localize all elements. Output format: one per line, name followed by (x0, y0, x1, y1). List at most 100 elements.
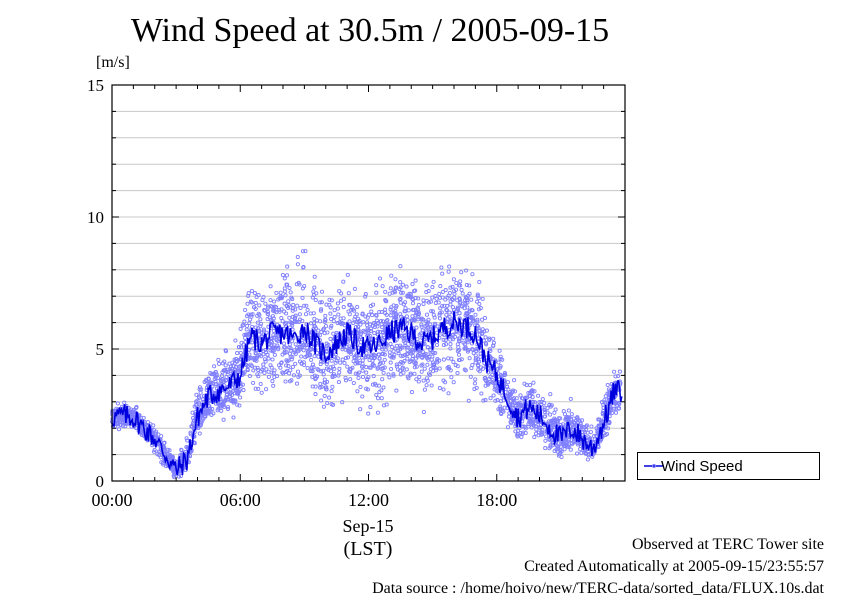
scatter-point (287, 315, 292, 320)
scatter-point (414, 377, 419, 382)
scatter-point (487, 376, 492, 381)
scatter-point (328, 369, 334, 374)
scatter-point (212, 377, 217, 382)
scatter-point (430, 295, 435, 300)
scatter-point (237, 403, 242, 408)
scatter-point (252, 291, 257, 296)
scatter-point (433, 321, 438, 326)
scatter-point (330, 364, 336, 369)
scatter-point (566, 437, 571, 442)
scatter-point (380, 319, 386, 324)
scatter-point (585, 457, 590, 462)
scatter-point (487, 337, 492, 343)
scatter-point (372, 331, 377, 336)
scatter-point (504, 384, 510, 390)
y-tick-label: 0 (96, 472, 105, 491)
scatter-point (365, 347, 370, 352)
scatter-point (167, 453, 172, 458)
scatter-point (528, 383, 533, 388)
scatter-point (502, 405, 507, 410)
scatter-point (242, 370, 247, 375)
scatter-point (347, 319, 352, 324)
scatter-point (469, 366, 474, 371)
scatter-point (528, 390, 533, 395)
scatter-point (424, 376, 429, 381)
y-tick-label: 15 (87, 76, 104, 95)
scatter-point (564, 441, 569, 446)
scatter-point (414, 364, 419, 369)
scatter-point (302, 284, 307, 289)
scatter-point (435, 360, 440, 365)
scatter-point (249, 340, 255, 345)
scatter-point (228, 364, 234, 369)
scatter-point (268, 298, 273, 303)
scatter-point (420, 355, 425, 360)
scatter-point (559, 454, 564, 460)
scatter-point (225, 406, 231, 412)
scatter-point (216, 357, 221, 362)
scatter-point (526, 422, 531, 427)
scatter-point (152, 449, 157, 454)
scatter-point (613, 374, 618, 379)
scatter-point (377, 356, 382, 361)
scatter-point (322, 319, 327, 324)
scatter-point (199, 387, 204, 392)
scatter-point (430, 354, 435, 359)
scatter-point (475, 323, 480, 328)
scatter-point (332, 308, 337, 313)
scatter-point (247, 373, 252, 379)
scatter-point (477, 359, 482, 364)
scatter-point (449, 356, 454, 361)
scatter-point (403, 306, 408, 311)
scatter-point (133, 405, 139, 411)
scatter-point (510, 406, 515, 411)
scatter-point (356, 324, 361, 329)
scatter-point (490, 380, 495, 385)
scatter-point (445, 295, 450, 300)
scatter-point (400, 290, 405, 295)
scatter-point (360, 311, 365, 316)
scatter-point (319, 384, 324, 389)
scatter-point (530, 399, 536, 404)
scatter-point (424, 319, 429, 324)
scatter-point (382, 365, 387, 370)
scatter-point (326, 343, 331, 348)
scatter-point (228, 397, 234, 402)
scatter-point (240, 323, 245, 328)
scatter-point (225, 367, 230, 372)
scatter-point (305, 350, 310, 355)
scatter-point (322, 331, 327, 336)
scatter-point (213, 370, 218, 375)
scatter-point (409, 342, 414, 347)
scatter-point (256, 367, 261, 372)
scatter-point (411, 297, 416, 302)
scatter-point (272, 368, 277, 373)
scatter-point (521, 424, 526, 429)
scatter-point (331, 331, 336, 336)
scatter-point (300, 249, 306, 254)
scatter-point (239, 345, 244, 350)
scatter-point (477, 301, 482, 306)
scatter-point (268, 304, 273, 309)
scatter-point (286, 299, 291, 304)
scatter-point (404, 284, 409, 289)
scatter-point (328, 365, 333, 370)
scatter-point (445, 303, 450, 308)
scatter-point (264, 387, 269, 392)
scatter-point (453, 334, 458, 339)
scatter-point (416, 379, 421, 384)
scatter-point (355, 304, 360, 310)
scatter-point (293, 313, 298, 318)
scatter-point (520, 396, 526, 401)
scatter-point (360, 361, 365, 366)
scatter-point (458, 300, 463, 305)
scatter-point (279, 307, 284, 312)
scatter-point (325, 379, 330, 384)
footer-source: Data source : /home/hoivo/new/TERC-data/… (372, 580, 824, 597)
scatter-point (493, 384, 498, 389)
scatter-point (409, 318, 414, 323)
scatter-point (437, 386, 442, 391)
scatter-point (286, 303, 291, 308)
scatter-point (389, 273, 394, 278)
